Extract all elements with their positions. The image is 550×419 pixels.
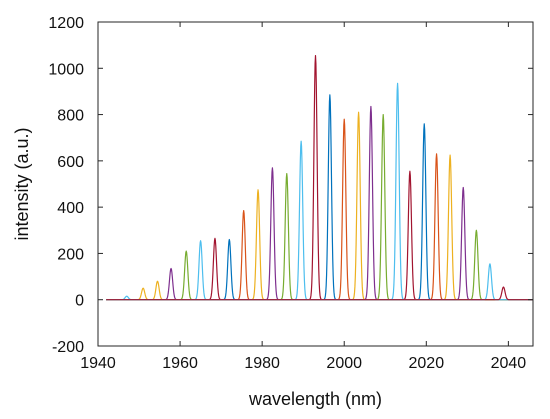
- y-tick-label: 200: [57, 246, 84, 263]
- y-tick-label: -200: [52, 339, 84, 356]
- y-tick-label: 600: [57, 154, 84, 171]
- x-axis-label: wavelength (nm): [248, 389, 382, 409]
- x-tick-label: 2020: [409, 355, 445, 372]
- y-tick-label: 1200: [48, 15, 84, 32]
- y-tick-label: 400: [57, 200, 84, 217]
- spectrum-series-28: [106, 286, 534, 301]
- y-tick-label: 0: [75, 293, 84, 310]
- x-tick-label: 2000: [326, 355, 362, 372]
- x-tick-label: 1940: [80, 355, 116, 372]
- x-tick-label: 1960: [162, 355, 198, 372]
- y-tick-label: 1000: [48, 61, 84, 78]
- x-tick-label: 1980: [244, 355, 280, 372]
- plot-area: [106, 54, 534, 301]
- y-tick-label: 800: [57, 108, 84, 125]
- axes-frame: [97, 21, 534, 347]
- x-tick-label: 2040: [491, 355, 527, 372]
- y-axis-label: intensity (a.u.): [12, 127, 32, 240]
- axes: 1940 1960 1980 2000 2020 2040 -200 0 200 400 600 80…: [48, 15, 534, 372]
